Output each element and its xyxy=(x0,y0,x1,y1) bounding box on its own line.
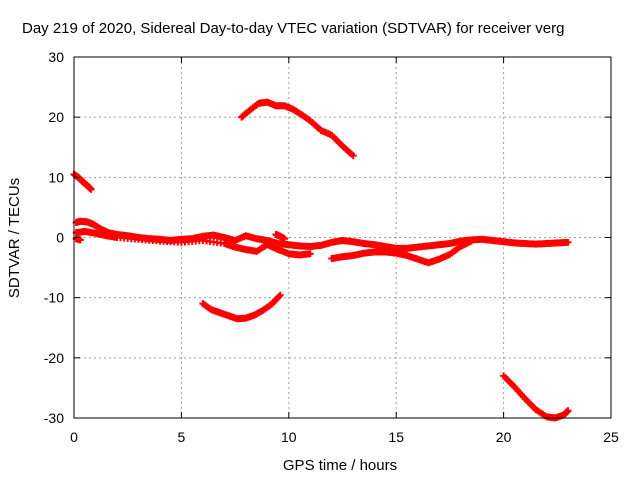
data-point xyxy=(87,185,95,193)
x-axis-label: GPS time / hours xyxy=(283,457,397,474)
y-tick-label: 30 xyxy=(48,49,64,65)
y-tick-label: 20 xyxy=(48,109,64,125)
x-tick-label: 0 xyxy=(70,429,78,445)
series-arc-9 xyxy=(500,372,572,422)
series-arc-7 xyxy=(238,98,357,160)
data-point xyxy=(306,250,314,258)
x-tick-label: 25 xyxy=(603,429,619,445)
series-arc-6 xyxy=(328,237,475,267)
axis-ticks: 0 5 10 15 20 25 -30 -20 -10 0 10 20 30 xyxy=(44,49,619,445)
data-point xyxy=(76,236,84,244)
x-tick-label: 20 xyxy=(496,429,512,445)
data-point xyxy=(276,291,284,299)
chart-title: Day 219 of 2020, Sidereal Day-to-day VTE… xyxy=(22,20,564,37)
y-tick-label: -30 xyxy=(44,410,64,426)
y-tick-label: -20 xyxy=(44,350,64,366)
series-arc-4 xyxy=(72,235,84,244)
series-arc-2 xyxy=(72,217,572,252)
data-point xyxy=(564,407,572,415)
x-tick-label: 5 xyxy=(178,429,186,445)
data-point xyxy=(349,152,357,160)
data-point xyxy=(467,237,475,245)
y-tick-label: 10 xyxy=(48,169,64,185)
data-series xyxy=(70,98,572,422)
data-point xyxy=(281,235,289,243)
series-arc-8 xyxy=(199,291,284,323)
x-tick-label: 15 xyxy=(388,429,404,445)
x-tick-label: 10 xyxy=(281,429,297,445)
series-arc-3 xyxy=(72,227,314,259)
series-arc-5 xyxy=(272,230,289,243)
y-tick-label: 0 xyxy=(56,230,64,246)
y-tick-label: -10 xyxy=(44,290,64,306)
y-axis-label: SDTVAR / TECUs xyxy=(6,178,23,298)
data-point xyxy=(564,238,572,246)
